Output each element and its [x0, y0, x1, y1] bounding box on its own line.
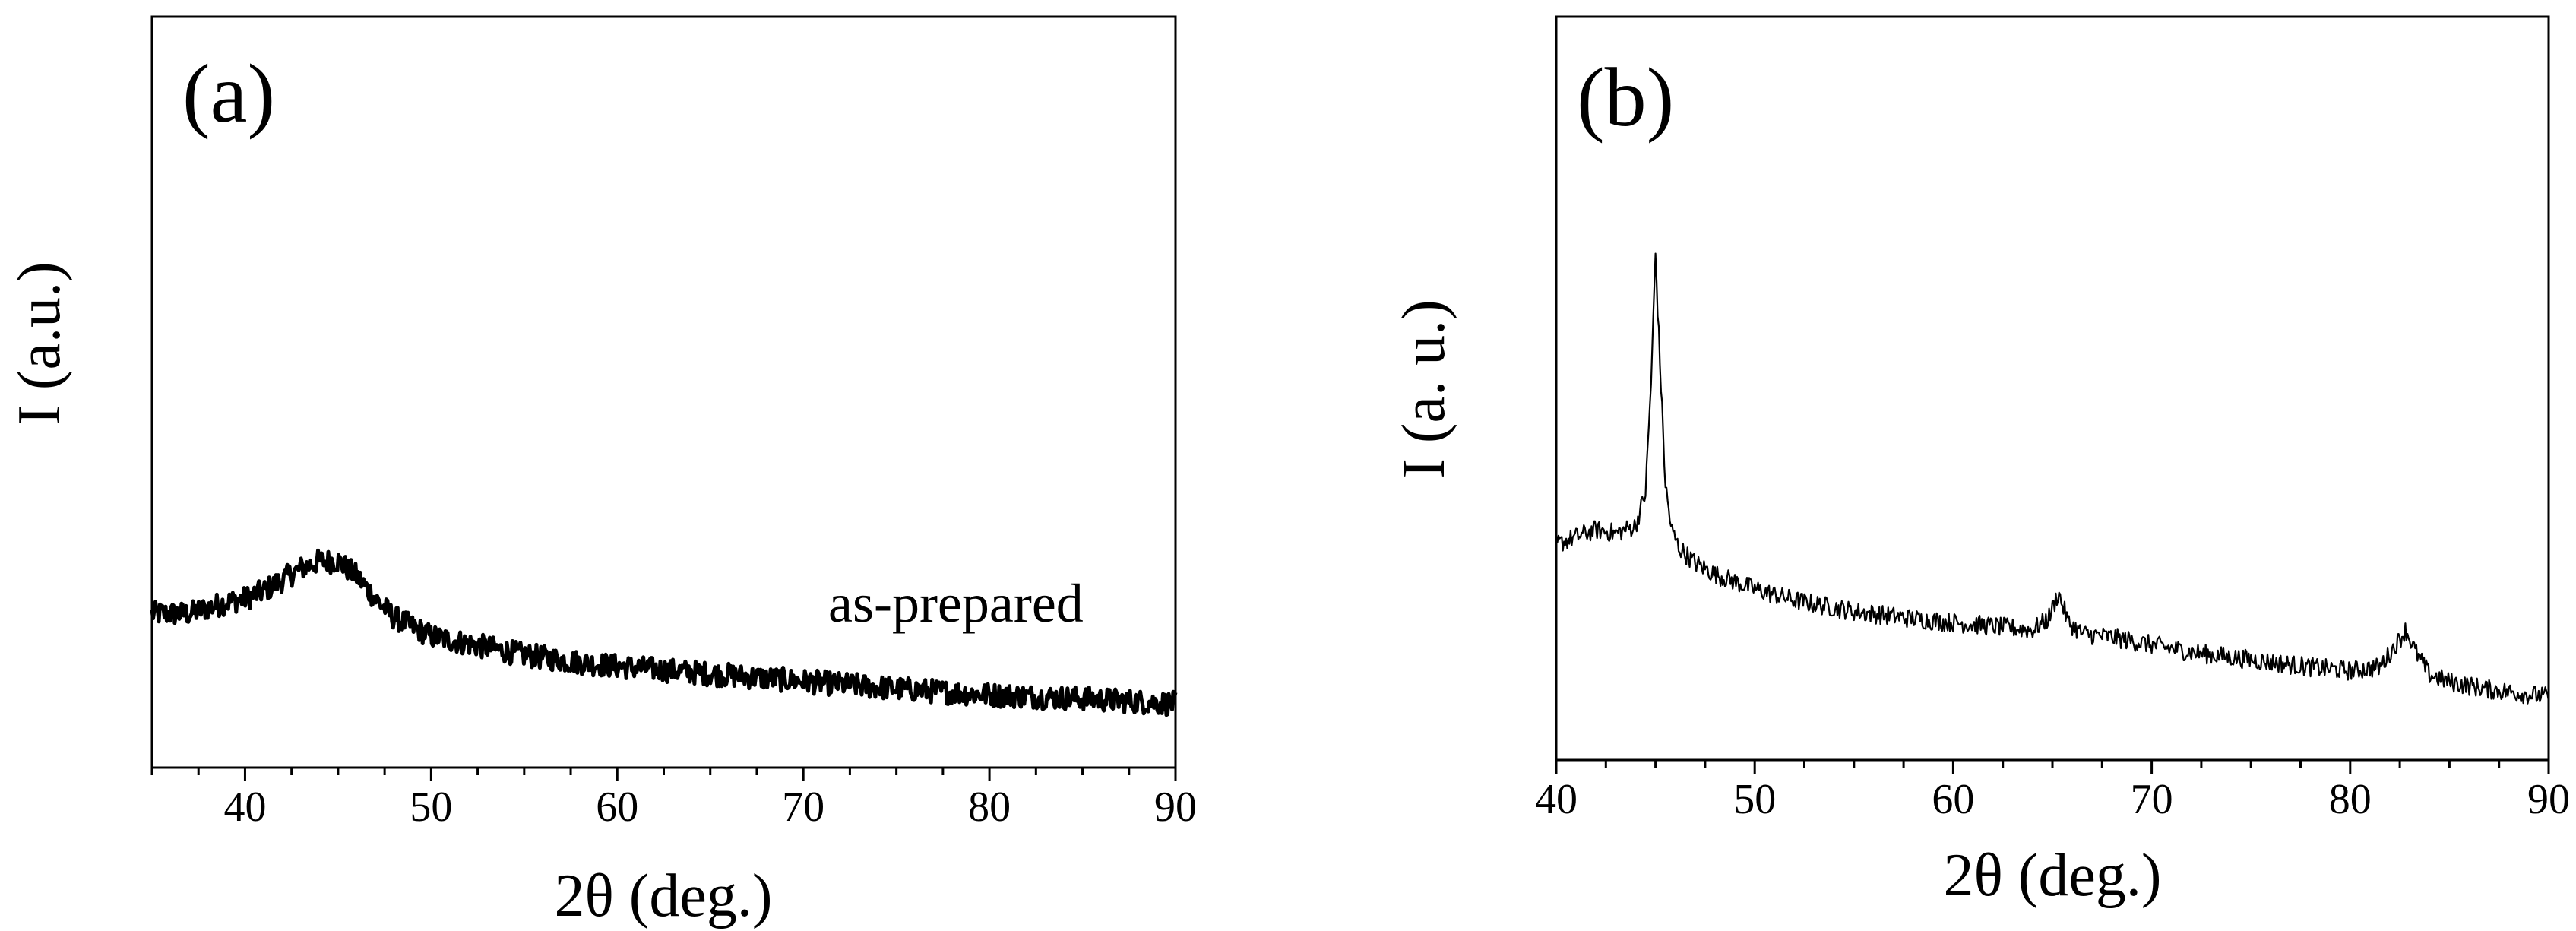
x-tick-label: 50 — [410, 784, 452, 831]
x-tick-label: 80 — [968, 784, 1011, 831]
x-axis-label-a: 2θ (deg.) — [554, 863, 772, 929]
x-tick-label: 90 — [1154, 784, 1197, 831]
plot-frame-b — [1555, 15, 2550, 762]
x-tick-label: 50 — [1733, 776, 1776, 823]
annotation-as-prepared: as-prepared — [828, 573, 1084, 634]
series-line-a — [150, 548, 1178, 717]
panel-label-a: (a) — [182, 47, 275, 140]
x-tick-label: 60 — [596, 784, 638, 831]
series-line-b — [1555, 252, 2550, 705]
x-tick-label: 60 — [1932, 776, 1974, 823]
y-axis-label-b: I (a. u.) — [1391, 299, 1457, 478]
x-ticks-b: 40 50 60 70 80 90 — [1535, 760, 2570, 823]
plot-frame-a — [150, 15, 1177, 769]
x-tick-label: 70 — [2131, 776, 2173, 823]
x-tick-label: 70 — [782, 784, 824, 831]
panel-a: 40 50 60 70 80 90 (a) as-prepared 2θ (deg.) I… — [6, 15, 1197, 929]
x-axis-label-b: 2θ (deg.) — [1943, 842, 2161, 909]
x-tick-label: 40 — [1535, 776, 1578, 823]
x-ticks-a: 40 50 60 70 80 90 — [150, 768, 1197, 831]
x-tick-label: 90 — [2527, 776, 2570, 823]
panel-label-b: (b) — [1577, 51, 1674, 144]
x-tick-label: 40 — [223, 784, 266, 831]
x-tick-label: 80 — [2329, 776, 2372, 823]
panel-b: 40 50 60 70 80 90 (b) 2θ (deg.) I (a. u.) — [1391, 15, 2570, 909]
y-axis-label-a: I (a.u.) — [6, 261, 73, 425]
